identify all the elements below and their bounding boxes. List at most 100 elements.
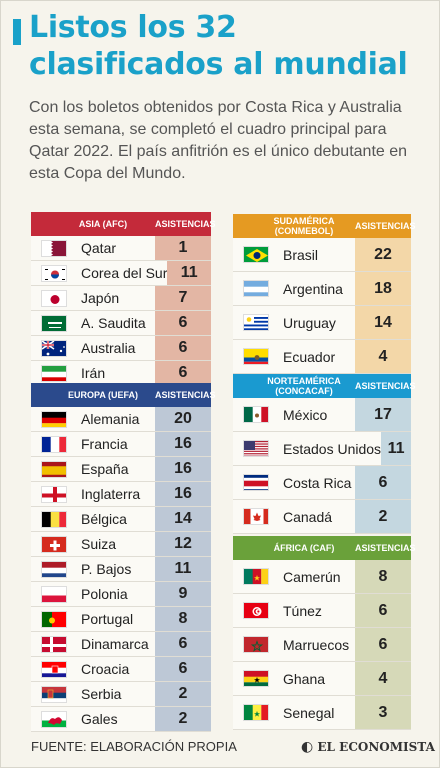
appearances-value: 9 (155, 582, 211, 606)
group-table-afc: ASIA (AFC) ASISTENCIAS Qatar 1 Corea del Sur… (31, 212, 216, 386)
group-header: NORTEAMÉRICA (CONCACAF) ASISTENCIAS (233, 374, 416, 398)
country-name: Estados Unidos (283, 440, 382, 457)
group-header: EUROPA (UEFA) ASISTENCIAS (31, 383, 216, 407)
flag-poland-icon (41, 585, 67, 603)
appearances-value: 6 (155, 657, 211, 681)
flag-switzerland-icon (41, 535, 67, 553)
country-name: Brasil (283, 246, 319, 263)
column-label: ASISTENCIAS (355, 381, 416, 391)
table-row: Corea del Sur 11 (31, 261, 211, 286)
appearances-value: 2 (155, 707, 211, 731)
flag-usa-icon (243, 440, 269, 457)
group-header: ASIA (AFC) ASISTENCIAS (31, 212, 216, 236)
flag-spain-icon (41, 460, 67, 478)
appearances-value: 4 (355, 662, 411, 695)
table-row: Suiza 12 (31, 532, 211, 557)
country-name: Costa Rica (283, 474, 352, 491)
appearances-value: 6 (355, 466, 411, 499)
table-row: Francia 16 (31, 432, 211, 457)
appearances-value: 14 (155, 507, 211, 531)
country-name: Corea del Sur (81, 265, 168, 281)
country-name: Gales (81, 711, 118, 727)
flag-croatia-icon (41, 660, 67, 678)
appearances-value: 6 (355, 628, 411, 661)
column-label: ASISTENCIAS (355, 221, 416, 231)
country-name: Croacia (81, 661, 130, 677)
country-name: Alemania (81, 411, 140, 427)
country-name: Dinamarca (81, 636, 149, 652)
title-accent-bar (13, 19, 21, 45)
group-title: SUDAMÉRICA (CONMEBOL) (273, 216, 335, 236)
table-row: Japón 7 (31, 286, 211, 311)
country-name: Inglaterra (81, 486, 141, 502)
flag-england-icon (41, 485, 67, 503)
source-note: FUENTE: ELABORACIÓN PROPIA (31, 739, 237, 754)
table-row: A. Saudita 6 (31, 311, 211, 336)
country-name: Uruguay (283, 314, 336, 331)
table-row: Bélgica 14 (31, 507, 211, 532)
intro-text: Con los boletos obtenidos por Costa Rica… (29, 99, 408, 182)
flag-denmark-icon (41, 635, 67, 653)
table-row: Inglaterra 16 (31, 482, 211, 507)
country-name: Serbia (81, 686, 122, 702)
group-table-uefa: EUROPA (UEFA) ASISTENCIAS Alemania 20 Franci… (31, 383, 216, 732)
table-row: P. Bajos 11 (31, 557, 211, 582)
group-title: EUROPA (UEFA) (67, 390, 138, 400)
country-name: A. Saudita (81, 315, 146, 331)
country-name: Irán (81, 365, 106, 381)
appearances-value: 16 (155, 432, 211, 456)
country-name: Japón (81, 290, 120, 306)
table-row: Alemania 20 (31, 407, 211, 432)
table-row: México 17 (233, 398, 411, 432)
publisher-logo-text: EL ECONOMISTA (317, 740, 435, 754)
appearances-value: 1 (155, 236, 211, 260)
table-row: Serbia 2 (31, 682, 211, 707)
flag-canada-icon (243, 508, 269, 525)
country-name: España (81, 461, 129, 477)
appearances-value: 11 (381, 432, 411, 465)
table-row: España 16 (31, 457, 211, 482)
flag-tunisia-icon (243, 602, 269, 619)
flag-france-icon (41, 435, 67, 453)
flag-iran-icon (41, 364, 67, 382)
flag-serbia-icon (41, 685, 67, 703)
table-row: Ghana 4 (233, 662, 411, 696)
appearances-value: 6 (355, 594, 411, 627)
table-row: Dinamarca 6 (31, 632, 211, 657)
flag-japan-icon (41, 289, 67, 307)
table-row: Argentina 18 (233, 272, 411, 306)
table-row: Camerún 8 (233, 560, 411, 594)
flag-senegal-icon (243, 704, 269, 721)
group-header: SUDAMÉRICA (CONMEBOL) ASISTENCIAS (233, 214, 416, 238)
appearances-value: 6 (155, 311, 211, 335)
country-name: P. Bajos (81, 561, 132, 577)
appearances-value: 6 (155, 336, 211, 360)
flag-portugal-icon (41, 610, 67, 628)
flag-costarica-icon (243, 474, 269, 491)
group-title: ÁFRICA (CAF) (273, 543, 335, 553)
country-name: Camerún (283, 568, 341, 585)
flag-wales-icon (41, 710, 67, 728)
appearances-value: 6 (155, 632, 211, 656)
country-name: Suiza (81, 536, 117, 552)
group-title: ASIA (AFC) (78, 219, 128, 229)
appearances-value: 17 (355, 398, 411, 431)
group-header: ÁFRICA (CAF) ASISTENCIAS (233, 536, 416, 560)
table-row: Qatar 1 (31, 236, 211, 261)
appearances-value: 6 (155, 361, 211, 385)
flag-brazil-icon (243, 246, 269, 263)
country-name: Canadá (283, 508, 333, 525)
group-table-caf: ÁFRICA (CAF) ASISTENCIAS Camerún 8 Túnez 6 Mar… (233, 536, 416, 730)
appearances-value: 3 (355, 696, 411, 729)
appearances-value: 8 (355, 560, 411, 593)
flag-uruguay-icon (243, 314, 269, 331)
appearances-value: 4 (355, 340, 411, 373)
country-name: Senegal (283, 704, 335, 721)
table-row: Canadá 2 (233, 500, 411, 534)
table-row: Estados Unidos 11 (233, 432, 411, 466)
appearances-value: 11 (155, 557, 211, 581)
appearances-value: 22 (355, 238, 411, 271)
flag-saudi-icon (41, 314, 67, 332)
flag-korea-icon (41, 264, 67, 282)
